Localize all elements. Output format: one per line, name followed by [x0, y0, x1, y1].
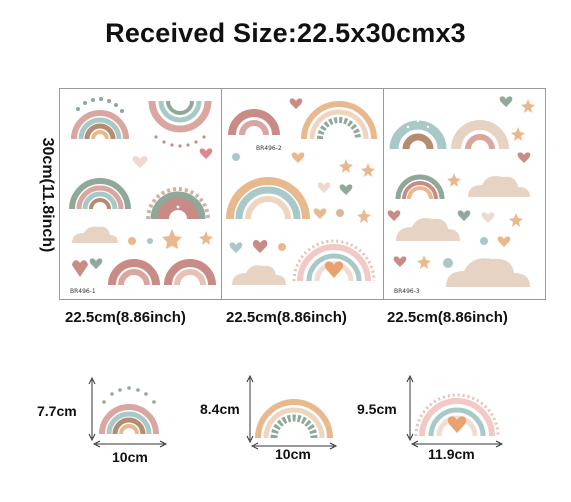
rainbow-icon	[451, 120, 509, 150]
star-icon	[417, 255, 431, 269]
sheet-width-label: 22.5cm(8.86inch)	[226, 309, 347, 326]
heart-icon	[339, 184, 353, 195]
rainbow-icon	[164, 259, 216, 286]
star-icon	[447, 173, 461, 187]
rainbow-icon	[148, 100, 212, 133]
rainbow-icon	[301, 101, 377, 140]
dot-icon	[154, 135, 206, 148]
rainbow-icon	[146, 187, 210, 220]
dot-icon	[443, 258, 453, 268]
cloud-icon	[72, 226, 118, 243]
rainbow-icon	[99, 404, 159, 435]
heart-icon	[387, 210, 401, 221]
star-icon	[162, 229, 182, 249]
heart-icon	[72, 260, 88, 277]
rainbow-icon	[389, 120, 447, 150]
heart-icon	[497, 236, 511, 247]
page-title: Received Size:22.5x30cmx3	[105, 18, 466, 48]
rainbow-icon	[69, 178, 131, 210]
star-icon	[509, 213, 523, 227]
heart-icon	[393, 256, 407, 267]
sticker-sheet-1-art	[69, 97, 216, 286]
sheet-code: BR496-3	[394, 288, 420, 295]
dot-icon	[176, 205, 180, 215]
heart-icon	[289, 98, 303, 109]
star-icon	[199, 231, 213, 245]
rainbow-icon	[71, 110, 129, 140]
star-icon	[511, 127, 525, 141]
heart-icon	[229, 242, 243, 253]
sticker-sheet-2: BR496-2	[221, 88, 384, 300]
sticker-sheet-3-art	[387, 96, 535, 287]
rainbow-icon	[228, 109, 280, 136]
dot-icon	[102, 386, 156, 404]
heart-icon	[132, 155, 148, 168]
sample-2-width-label: 10cm	[275, 446, 311, 462]
rainbow-icon	[108, 259, 160, 286]
heart-icon	[313, 208, 327, 219]
dot-icon	[480, 237, 488, 245]
rainbow-icon	[255, 399, 333, 439]
heart-icon	[199, 148, 213, 159]
dot-icon	[406, 119, 430, 129]
star-icon	[357, 209, 371, 223]
dot-icon	[278, 243, 286, 251]
dot-icon	[76, 97, 124, 113]
heart-icon	[517, 152, 531, 163]
dot-icon	[147, 238, 153, 244]
sheet-code: BR496-2	[256, 145, 282, 152]
heart-icon	[317, 182, 331, 193]
heart-icon	[291, 152, 305, 163]
dot-icon	[128, 237, 136, 245]
heart-icon	[457, 210, 471, 221]
sheet-width-label: 22.5cm(8.86inch)	[387, 309, 508, 326]
sticker-sheet-1: BR496-1	[59, 88, 222, 300]
heart-icon	[447, 416, 467, 433]
dot-icon	[232, 153, 240, 161]
sample-rainbow-2-art	[246, 374, 338, 450]
rainbow-icon	[395, 174, 445, 200]
sample-1-width-label: 10cm	[112, 449, 148, 465]
sample-rainbow-1-art	[88, 376, 168, 448]
cloud-icon	[446, 258, 530, 287]
sticker-sheet-2-art	[226, 98, 377, 285]
sample-rainbow-3-art	[406, 374, 504, 448]
cloud-icon	[468, 176, 530, 197]
star-icon	[521, 99, 535, 113]
heart-icon	[324, 261, 344, 278]
sample-3-height-label: 9.5cm	[357, 401, 397, 417]
heart-icon	[252, 240, 268, 253]
star-icon	[339, 159, 353, 173]
cloud-icon	[396, 218, 460, 241]
cloud-icon	[232, 265, 286, 285]
dot-icon	[336, 209, 344, 217]
heart-icon	[499, 96, 513, 107]
sheet-height-label: 30cm(11.8inch)	[39, 137, 56, 253]
sticker-sheet-3: BR496-3	[383, 88, 546, 300]
star-icon	[361, 163, 375, 177]
sample-1-height-label: 7.7cm	[37, 403, 77, 419]
rainbow-icon	[414, 393, 500, 437]
sample-3-width-label: 11.9cm	[428, 446, 475, 462]
sheet-width-label: 22.5cm(8.86inch)	[65, 309, 186, 326]
sample-2-height-label: 8.4cm	[200, 401, 240, 417]
sheet-code: BR496-1	[70, 288, 96, 295]
rainbow-icon	[226, 177, 310, 220]
heart-icon	[481, 212, 495, 223]
heart-icon	[89, 258, 103, 269]
rainbow-icon	[292, 239, 376, 282]
